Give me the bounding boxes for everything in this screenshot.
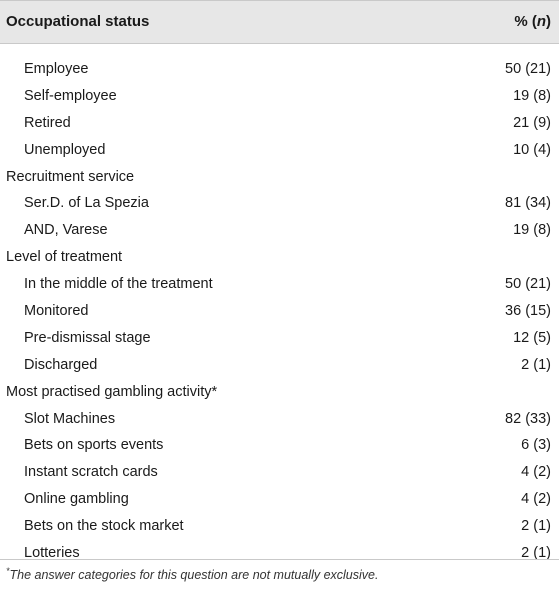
row-value: 50 (21): [505, 276, 551, 293]
table-bottom-rule: [0, 559, 559, 560]
row-value: 81 (34): [505, 195, 551, 212]
table-row: Slot Machines 82 (33): [0, 406, 559, 433]
table-row: Employee 50 (21): [0, 56, 559, 83]
table-row: In the middle of the treatment 50 (21): [0, 271, 559, 298]
row-label: Lotteries: [24, 545, 80, 562]
row-value: 6 (3): [521, 437, 551, 454]
section-row: Recruitment service: [0, 164, 559, 191]
row-label: In the middle of the treatment: [24, 276, 213, 293]
row-value: 2 (1): [521, 518, 551, 535]
section-row: Level of treatment: [0, 244, 559, 271]
footnote-text: The answer categories for this question …: [9, 568, 379, 583]
row-label: Pre-dismissal stage: [24, 329, 151, 346]
row-value: 21 (9): [513, 114, 551, 131]
section-label: Most practised gambling activity*: [6, 383, 218, 400]
table-footnote: *The answer categories for this question…: [6, 566, 378, 582]
table-row: Bets on sports events 6 (3): [0, 432, 559, 459]
row-label: Discharged: [24, 356, 98, 373]
row-value: 50 (21): [505, 61, 551, 77]
row-label: Ser.D. of La Spezia: [24, 195, 149, 212]
row-label: Self-employee: [24, 87, 117, 104]
table-row: Unemployed 10 (4): [0, 137, 559, 164]
table-body: Employee 50 (21) Self-employee 19 (8) Re…: [0, 56, 559, 567]
row-label: Retired: [24, 114, 71, 131]
row-label: Slot Machines: [24, 410, 116, 427]
row-label: Instant scratch cards: [24, 464, 158, 481]
row-label: Monitored: [24, 303, 89, 320]
table-row: Monitored 36 (15): [0, 298, 559, 325]
row-value: 36 (15): [505, 303, 551, 320]
section-row: Most practised gambling activity*: [0, 379, 559, 406]
column-header-prefix: % (: [514, 13, 537, 30]
row-label: Bets on sports events: [24, 437, 164, 454]
table-row: AND, Varese 19 (8): [0, 217, 559, 244]
row-value: 19 (8): [513, 87, 551, 104]
table-row: Retired 21 (9): [0, 110, 559, 137]
column-header-n: n: [536, 13, 546, 30]
row-value: 12 (5): [513, 329, 551, 346]
column-header-occupational-status: Occupational status: [6, 13, 150, 30]
row-value: 4 (2): [521, 464, 551, 481]
table-row: Pre-dismissal stage 12 (5): [0, 325, 559, 352]
row-value: 4 (2): [521, 491, 551, 508]
row-label: Unemployed: [24, 141, 106, 158]
row-label: Online gambling: [24, 491, 129, 508]
table-row: Online gambling 4 (2): [0, 486, 559, 513]
column-header-suffix: ): [546, 13, 551, 30]
table-row: Bets on the stock market 2 (1): [0, 513, 559, 540]
table-row: Ser.D. of La Spezia 81 (34): [0, 190, 559, 217]
row-value: 2 (1): [521, 545, 551, 562]
table-header: Occupational status % (n): [0, 0, 559, 44]
row-value: 10 (4): [513, 141, 551, 158]
row-label: Employee: [24, 61, 89, 77]
row-value: 19 (8): [513, 222, 551, 239]
table-row: Self-employee 19 (8): [0, 83, 559, 110]
table-row: Instant scratch cards 4 (2): [0, 459, 559, 486]
section-label: Recruitment service: [6, 168, 135, 185]
row-label: Bets on the stock market: [24, 518, 184, 535]
row-value: 82 (33): [505, 410, 551, 427]
row-label: AND, Varese: [24, 222, 108, 239]
footnote-marker: *: [6, 566, 10, 576]
table-row: Discharged 2 (1): [0, 352, 559, 379]
row-value: 2 (1): [521, 356, 551, 373]
table-row: Lotteries 2 (1): [0, 540, 559, 567]
column-header-percent-n: % (n): [514, 13, 551, 30]
section-label: Level of treatment: [6, 249, 123, 266]
